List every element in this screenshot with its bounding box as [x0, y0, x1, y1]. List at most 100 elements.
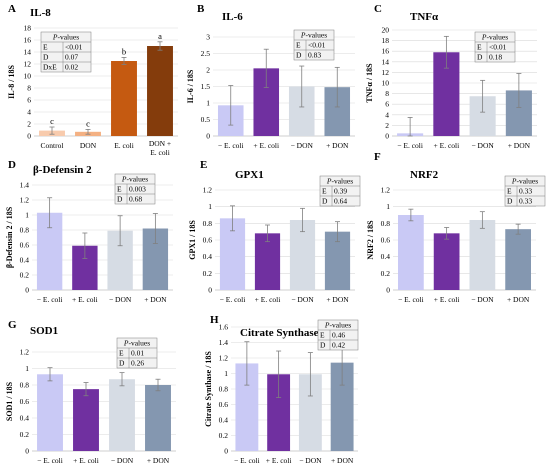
- pvalues-value: 0.46: [332, 331, 345, 340]
- panel-title: Citrate Synthase: [240, 327, 319, 339]
- panel-letter: E: [200, 159, 207, 171]
- y-tick-label: 0: [25, 447, 29, 456]
- x-tick-label: − DON: [471, 141, 494, 150]
- y-tick-label: 0.4: [219, 416, 229, 425]
- panel-title: IL-8: [30, 7, 51, 19]
- pvalues-header: P-values: [300, 31, 327, 40]
- y-tick-label: 0.8: [219, 385, 229, 394]
- pvalues-value: 0.64: [334, 197, 347, 206]
- y-tick-label: 0.6: [203, 236, 213, 245]
- pvalues-value: <0.01: [308, 41, 326, 50]
- y-tick-label: 14: [24, 48, 32, 57]
- panel-e: 0 0.2 0.4 0.6 0.8 1 1.2 − E. coli + E. coli − DON…: [188, 159, 361, 304]
- panel-title: GPX1: [235, 169, 264, 181]
- pvalues-header-p: P: [481, 33, 487, 42]
- pvalues-header-rest: -values: [329, 321, 351, 330]
- pvalues-value: 0.33: [519, 187, 532, 196]
- bar: [505, 229, 531, 290]
- panel-a: 0 2 4 6 8 10 12 14 16 18 c Control c DON b E. coli a DON …: [7, 3, 178, 157]
- pvalues-table-box: [319, 175, 361, 207]
- pvalues-value: 0.07: [65, 53, 78, 62]
- panel-d: 0 0.2 0.4 0.6 0.8 1 1.2 1.4 − E. coli + E. coli − …: [5, 159, 173, 304]
- y-tick-label: 1: [208, 202, 212, 211]
- pvalues-value: <0.01: [489, 43, 507, 52]
- y-tick-label: 10: [382, 79, 390, 88]
- pvalues-table-box: [116, 337, 158, 369]
- significance-letter: b: [122, 46, 126, 56]
- y-axis-label: NRF2 / 18S: [366, 220, 375, 260]
- panel-letter: C: [374, 3, 382, 15]
- x-tick-label: + E. coli: [266, 456, 292, 465]
- pvalues-header: P-values: [121, 175, 148, 184]
- y-tick-label: 8: [27, 84, 31, 93]
- y-axis-label: β-Defensin 2 / 18S: [5, 206, 14, 268]
- y-tick-label: 0.4: [203, 252, 213, 261]
- x-tick-label: − E. coli: [218, 141, 244, 150]
- y-tick-label: 4: [385, 110, 389, 119]
- y-tick-label: 1.6: [219, 323, 229, 332]
- pvalues-value: 0.33: [519, 197, 532, 206]
- pvalues-effect: D: [117, 195, 123, 204]
- y-tick-label: 0: [386, 286, 390, 295]
- y-axis-label: IL-8 / 18S: [7, 65, 16, 99]
- panel-letter: B: [197, 3, 205, 15]
- y-tick-label: 0: [208, 286, 212, 295]
- y-tick-label: 0.4: [20, 414, 30, 423]
- pvalues-effect: D: [43, 53, 49, 62]
- pvalues-effect: DxE: [43, 63, 57, 72]
- y-tick-label: 0.6: [20, 397, 30, 406]
- y-tick-label: 1: [25, 211, 29, 220]
- y-tick-label: 1.2: [203, 186, 213, 195]
- bar: [469, 220, 496, 290]
- y-tick-label: 2.5: [201, 49, 211, 58]
- pvalues-header-p: P: [511, 177, 517, 186]
- y-tick-label: 0.6: [20, 241, 30, 250]
- bar: [298, 374, 322, 451]
- pvalues-header-rest: -values: [516, 177, 538, 186]
- pvalues-header-rest: -values: [486, 33, 508, 42]
- x-tick-label: + DON: [507, 295, 530, 304]
- bar: [73, 389, 99, 451]
- y-tick-label: 12: [24, 60, 32, 69]
- y-tick-label: 18: [24, 24, 32, 33]
- bar: [37, 374, 63, 451]
- x-tick-label: + E. coli: [255, 295, 281, 304]
- pvalues-header-p: P: [52, 33, 58, 42]
- x-tick-label: − E. coli: [37, 456, 63, 465]
- y-tick-label: 1: [386, 202, 390, 211]
- pvalues-table-box: [504, 175, 546, 207]
- y-tick-label: 0: [385, 132, 389, 141]
- x-tick-label: − DON: [109, 295, 132, 304]
- panel-letter: A: [8, 3, 16, 15]
- pvalues-table-box: [114, 173, 156, 205]
- pvalues-header-rest: -values: [128, 339, 150, 348]
- panel-h: 0 0.2 0.4 0.6 0.8 1 1.2 1.4 1.6 − E. coli + E. col…: [204, 314, 359, 465]
- y-tick-label: 1.2: [20, 348, 30, 357]
- y-tick-label: 1.4: [219, 338, 229, 347]
- y-tick-label: 0.6: [219, 400, 229, 409]
- pvalues-effect: D: [477, 53, 483, 62]
- y-tick-label: 0: [206, 132, 210, 141]
- x-tick-label: + DON: [508, 141, 531, 150]
- y-tick-label: 3: [206, 33, 210, 42]
- y-tick-label: 0: [224, 447, 228, 456]
- y-axis-label: TNFα / 18S: [365, 63, 374, 103]
- panel-title: β-Defensin 2: [33, 164, 92, 176]
- pvalues-value: 0.83: [308, 51, 321, 60]
- y-tick-label: 0.4: [20, 256, 30, 265]
- pvalues-effect: D: [119, 359, 125, 368]
- significance-letter: a: [158, 31, 162, 41]
- bar: [433, 233, 460, 290]
- y-tick-label: 18: [382, 36, 390, 45]
- pvalues-header-p: P: [121, 175, 127, 184]
- x-tick-label: − DON: [291, 295, 314, 304]
- pvalues-value: 0.39: [334, 187, 347, 196]
- y-tick-label: 0: [27, 132, 31, 141]
- pvalues-table-box: [317, 319, 359, 351]
